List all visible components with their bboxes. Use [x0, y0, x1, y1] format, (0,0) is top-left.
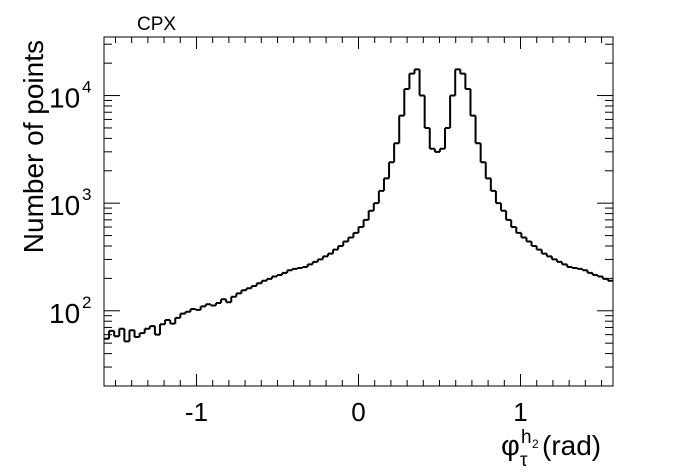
histogram-bin	[209, 304, 216, 307]
x-axis-label: φ τh 2 (rad)	[501, 427, 601, 471]
histogram-bin	[403, 88, 410, 116]
histogram-series	[104, 68, 613, 343]
histogram-bin	[301, 266, 308, 269]
y-axis-label: Number of points	[18, 40, 49, 253]
histogram-bin	[449, 94, 456, 128]
histogram-bin	[586, 270, 593, 274]
histogram-bin	[393, 142, 400, 163]
histogram-bin	[169, 320, 176, 325]
histogram-bin	[123, 328, 130, 343]
y-tick-exponent: 3	[82, 185, 91, 204]
histogram-bin	[158, 323, 166, 335]
histogram-bin	[214, 302, 222, 306]
x-tick-label: 1	[513, 397, 527, 427]
y-tick-exponent: 2	[82, 293, 91, 312]
histogram-bin	[194, 308, 201, 311]
histogram-bin	[540, 249, 547, 255]
histogram-bin	[433, 148, 440, 153]
histogram-bin	[484, 162, 491, 180]
x-tick-label: 0	[351, 397, 365, 427]
histogram-bin	[388, 161, 395, 179]
histogram-bin	[428, 127, 435, 150]
x-tick-label: -1	[185, 397, 208, 427]
histogram-bin	[286, 269, 293, 273]
histogram-bin	[520, 232, 527, 239]
x-label-symbol: φ	[501, 430, 520, 462]
x-label-superscript-subscript: 2	[532, 437, 539, 451]
histogram-bin	[566, 264, 573, 269]
y-tick-label: 10	[49, 298, 80, 329]
histogram-bin	[265, 277, 272, 281]
chart-title: CPX	[137, 14, 176, 35]
histogram-bin	[316, 258, 323, 262]
y-tick-label: 10	[49, 83, 80, 114]
histogram-bin	[545, 253, 552, 258]
histogram-bin	[489, 178, 496, 192]
y-tick-exponent: 4	[82, 78, 91, 97]
x-label-unit: (rad)	[542, 430, 601, 461]
histogram-bin	[606, 278, 613, 282]
histogram-bin	[153, 326, 160, 336]
histogram-bin	[113, 330, 120, 338]
histogram-bin	[164, 319, 171, 325]
histogram-bin	[204, 303, 211, 307]
histogram-bin	[510, 219, 517, 229]
histogram-bin	[556, 259, 563, 263]
histogram-bin	[296, 266, 303, 269]
histogram-bin	[362, 218, 369, 228]
histogram-bin	[148, 325, 155, 329]
histogram-bin	[199, 305, 206, 310]
histogram-bin	[576, 267, 583, 270]
histogram-bin	[133, 330, 140, 339]
histogram-bin	[515, 227, 522, 234]
histogram-bin	[530, 241, 537, 247]
histogram-bin	[235, 292, 242, 297]
histogram-bin	[367, 209, 374, 220]
histogram-bin	[571, 266, 578, 269]
plot-area	[104, 68, 613, 343]
histogram-bin	[469, 89, 476, 117]
histogram-bin	[276, 274, 283, 277]
histogram-bin	[128, 329, 135, 342]
histogram-bin	[306, 263, 313, 268]
histogram-bin	[189, 307, 196, 312]
x-label-subscript: τ	[520, 450, 528, 471]
x-label-superscript: h	[521, 427, 532, 448]
y-tick-label: 10	[49, 190, 80, 221]
histogram-bin	[240, 289, 247, 294]
histogram-bin	[423, 95, 430, 129]
histogram-bin	[342, 240, 349, 246]
histogram-bin	[143, 327, 150, 334]
histogram-bin	[535, 245, 542, 251]
histogram-bin	[494, 190, 502, 205]
histogram-bin	[408, 72, 415, 90]
histogram-bin	[270, 275, 278, 279]
